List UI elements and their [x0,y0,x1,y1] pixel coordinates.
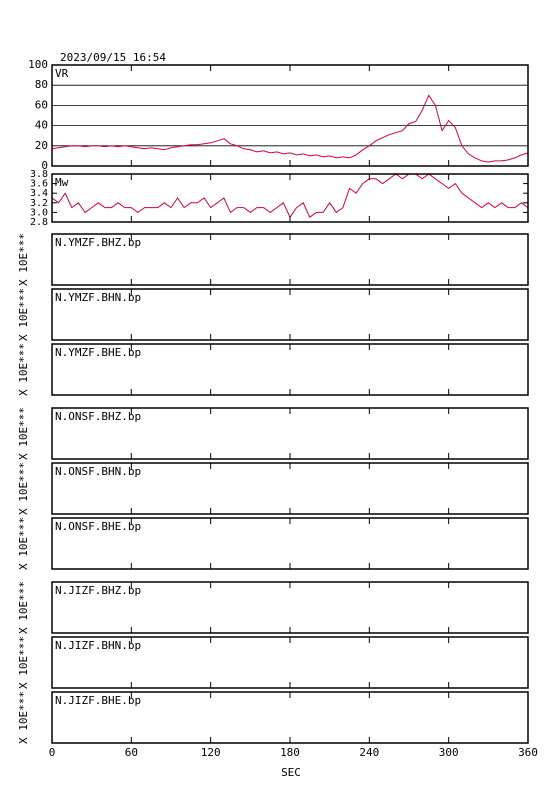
x-tick-label: 0 [49,746,56,759]
panel-frame [51,64,529,167]
y-tick-label: 3.2 [30,198,48,209]
panel-label: VR [55,67,69,80]
data-line [51,94,529,163]
y-tick-label: 3.6 [30,179,48,190]
x-axis-label: SEC [281,766,301,779]
waveform-label: N.ONSF.BHE.bp [55,520,141,533]
waveform-label: N.ONSF.BHZ.bp [55,410,141,423]
waveform-label: N.ONSF.BHN.bp [55,465,141,478]
x-tick-label: 360 [518,746,538,759]
y-tick-label: 20 [35,139,48,152]
y-tick-label: 60 [35,98,48,111]
y-tick-label: 3.4 [30,188,48,199]
x-tick-label: 120 [201,746,221,759]
waveform-axis-label: X 10E*** [17,407,30,460]
panel-frame [51,173,529,223]
waveform-axis-label: X 10E*** [17,233,30,286]
waveform-label: N.JIZF.BHE.bp [55,694,141,707]
y-tick-label: 2.8 [30,217,48,228]
y-tick-label: 40 [35,119,48,132]
waveform-label: N.YMZF.BHZ.bp [55,236,141,249]
waveform-axis-label: X 10E*** [17,517,30,570]
waveform-axis-label: X 10E*** [17,343,30,396]
waveform-axis-label: X 10E*** [17,691,30,744]
y-tick-label: 3.0 [30,207,48,218]
y-tick-label: 80 [35,78,48,91]
y-tick-label: 100 [28,58,48,71]
y-tick-label: 0 [41,159,48,172]
x-tick-label: 60 [125,746,138,759]
x-tick-label: 180 [280,746,300,759]
panel-label: Mw [55,176,69,189]
x-tick-label: 300 [439,746,459,759]
waveform-label: N.YMZF.BHN.bp [55,291,141,304]
waveform-axis-label: X 10E*** [17,288,30,341]
waveform-axis-label: X 10E*** [17,581,30,634]
data-line [51,173,529,219]
x-tick-label: 240 [359,746,379,759]
waveform-label: N.YMZF.BHE.bp [55,346,141,359]
figure-title: 2023/09/15 16:54 [60,51,166,64]
waveform-label: N.JIZF.BHZ.bp [55,584,141,597]
waveform-axis-label: X 10E*** [17,636,30,689]
waveform-label: N.JIZF.BHN.bp [55,639,141,652]
waveform-axis-label: X 10E*** [17,462,30,515]
y-tick-label: 3.8 [30,169,48,180]
